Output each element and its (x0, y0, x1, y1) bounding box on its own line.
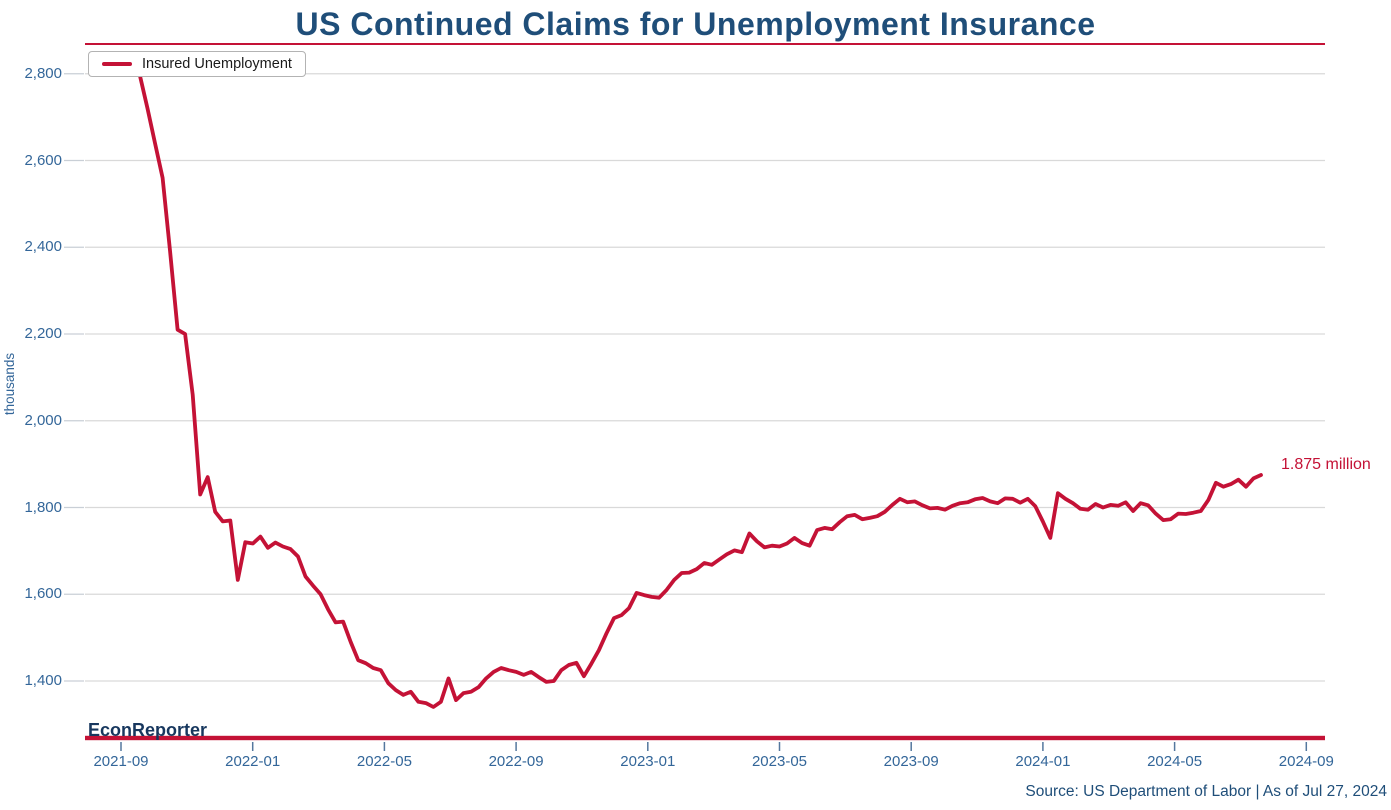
y-tick-label: 2,000 (24, 411, 62, 429)
y-tick-label: 2,800 (24, 64, 62, 82)
y-tick-label: 1,400 (24, 672, 62, 689)
title-underline-rule (85, 43, 1325, 45)
chart-title: US Continued Claims for Unemployment Ins… (295, 6, 1096, 42)
legend-line-swatch-icon (102, 62, 132, 66)
y-tick-label: 1,800 (24, 498, 62, 516)
x-tick-label: 2021-09 (93, 753, 149, 770)
source-note: Source: US Department of Labor | As of J… (1025, 783, 1387, 800)
insured-unemployment-line (138, 74, 1263, 709)
x-tick-label: 2023-05 (751, 753, 808, 770)
y-tick-label: 2,200 (24, 325, 62, 342)
x-tick-label: 2024-01 (1015, 753, 1071, 770)
legend-series-label: Insured Unemployment (142, 56, 292, 72)
y-tick-label: 1,600 (24, 585, 62, 603)
x-tick-label: 2023-09 (883, 753, 939, 770)
x-axis-line (85, 735, 1325, 741)
x-tick-label: 2022-09 (488, 753, 544, 770)
y-tick-label: 2,400 (24, 238, 62, 256)
last-value-annotation: 1.875 million (1281, 456, 1371, 473)
x-tick-label: 2024-09 (1278, 753, 1334, 770)
chart-legend: Insured Unemployment (88, 51, 306, 77)
x-tick-label: 2022-05 (356, 753, 412, 770)
x-tick-label: 2024-05 (1147, 753, 1203, 770)
x-tick-label: 2023-01 (620, 753, 676, 770)
econreporter-watermark: EconReporter (88, 720, 208, 740)
y-tick-label: 2,600 (24, 151, 62, 169)
x-tick-label: 2022-01 (225, 753, 281, 770)
